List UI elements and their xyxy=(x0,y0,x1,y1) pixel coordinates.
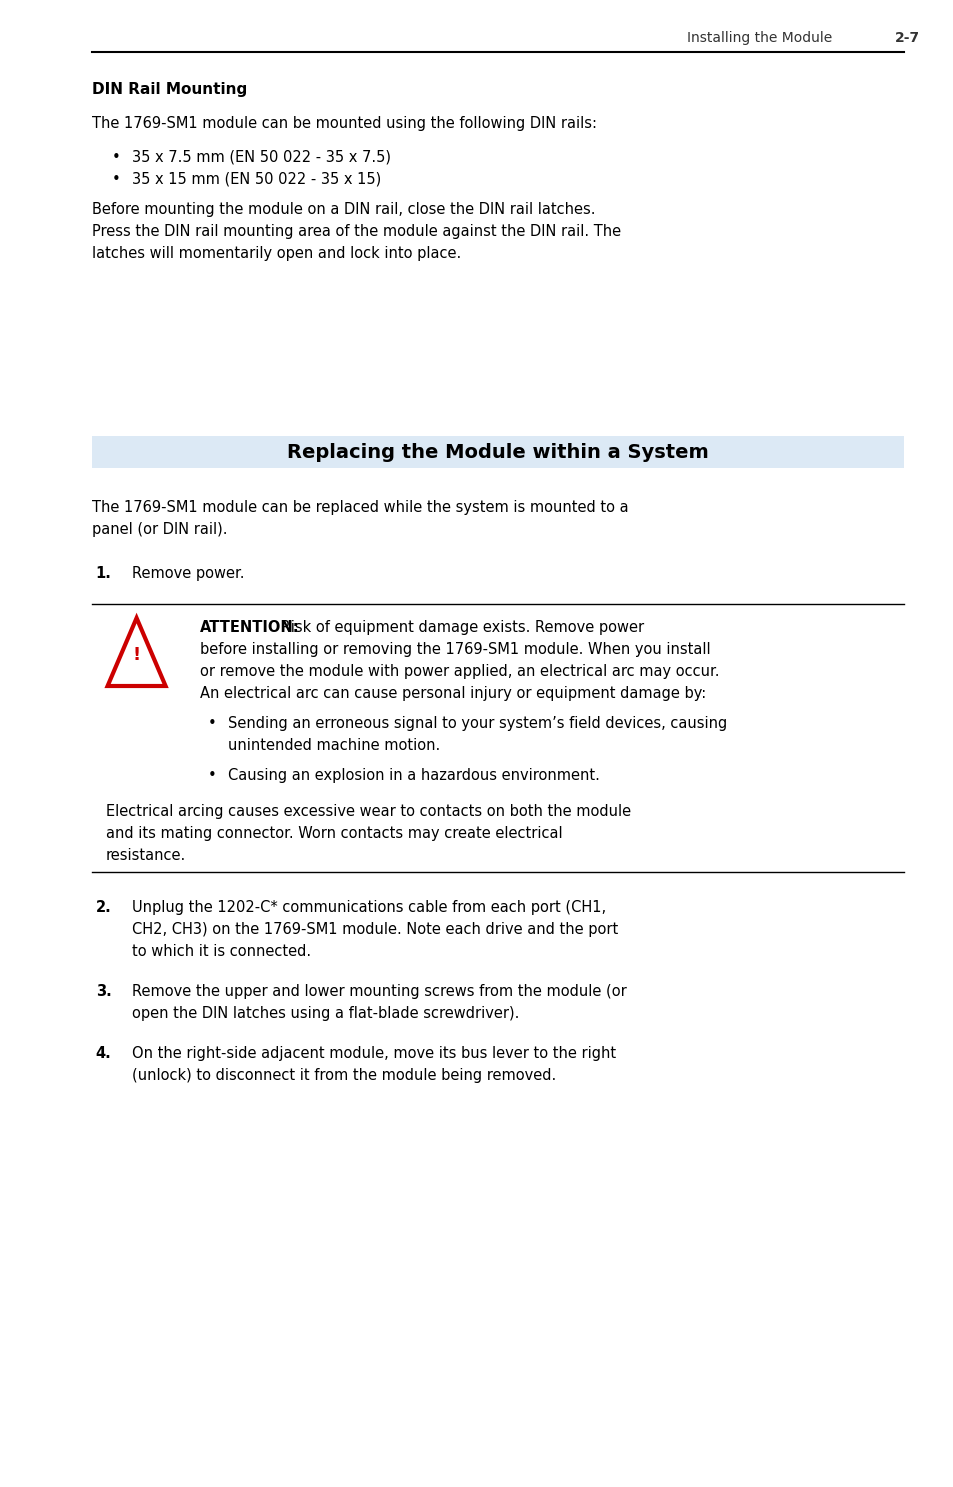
Text: 2-7: 2-7 xyxy=(894,31,919,45)
Text: panel (or DIN rail).: panel (or DIN rail). xyxy=(91,522,227,537)
Text: Installing the Module: Installing the Module xyxy=(686,31,831,45)
Text: (unlock) to disconnect it from the module being removed.: (unlock) to disconnect it from the modul… xyxy=(132,1068,556,1083)
Text: Causing an explosion in a hazardous environment.: Causing an explosion in a hazardous envi… xyxy=(228,767,598,784)
Text: to which it is connected.: to which it is connected. xyxy=(132,944,311,959)
Text: Press the DIN rail mounting area of the module against the DIN rail. The: Press the DIN rail mounting area of the … xyxy=(91,225,620,239)
Text: The 1769-SM1 module can be mounted using the following DIN rails:: The 1769-SM1 module can be mounted using… xyxy=(91,116,596,131)
Text: •: • xyxy=(208,717,216,732)
Text: 4.: 4. xyxy=(95,1045,112,1062)
Text: or remove the module with power applied, an electrical arc may occur.: or remove the module with power applied,… xyxy=(199,665,719,680)
Text: On the right-side adjacent module, move its bus lever to the right: On the right-side adjacent module, move … xyxy=(132,1045,615,1062)
Text: Replacing the Module within a System: Replacing the Module within a System xyxy=(287,443,708,461)
Text: Remove the upper and lower mounting screws from the module (or: Remove the upper and lower mounting scre… xyxy=(132,984,626,999)
Text: Remove power.: Remove power. xyxy=(132,567,244,581)
Text: Unplug the 1202-C* communications cable from each port (CH1,: Unplug the 1202-C* communications cable … xyxy=(132,900,605,915)
Text: open the DIN latches using a flat-blade screwdriver).: open the DIN latches using a flat-blade … xyxy=(132,1007,518,1022)
Text: 35 x 7.5 mm (EN 50 022 - 35 x 7.5): 35 x 7.5 mm (EN 50 022 - 35 x 7.5) xyxy=(132,150,390,165)
Text: resistance.: resistance. xyxy=(106,848,186,862)
Text: •: • xyxy=(112,172,120,187)
Text: ATTENTION:: ATTENTION: xyxy=(199,620,299,635)
Text: latches will momentarily open and lock into place.: latches will momentarily open and lock i… xyxy=(91,245,460,262)
Text: •: • xyxy=(112,150,120,165)
Text: Before mounting the module on a DIN rail, close the DIN rail latches.: Before mounting the module on a DIN rail… xyxy=(91,202,595,217)
Text: Risk of equipment damage exists. Remove power: Risk of equipment damage exists. Remove … xyxy=(275,620,643,635)
Text: DIN Rail Mounting: DIN Rail Mounting xyxy=(91,82,247,97)
Text: An electrical arc can cause personal injury or equipment damage by:: An electrical arc can cause personal inj… xyxy=(199,686,705,700)
Polygon shape xyxy=(108,619,166,686)
FancyBboxPatch shape xyxy=(91,436,903,468)
Text: Sending an erroneous signal to your system’s field devices, causing: Sending an erroneous signal to your syst… xyxy=(228,717,726,732)
Text: •: • xyxy=(208,767,216,784)
Text: The 1769-SM1 module can be replaced while the system is mounted to a: The 1769-SM1 module can be replaced whil… xyxy=(91,500,627,515)
Text: 2.: 2. xyxy=(95,900,112,915)
Text: before installing or removing the 1769-SM1 module. When you install: before installing or removing the 1769-S… xyxy=(199,642,709,657)
Text: Electrical arcing causes excessive wear to contacts on both the module: Electrical arcing causes excessive wear … xyxy=(106,804,630,819)
Text: !: ! xyxy=(132,647,140,665)
Text: 35 x 15 mm (EN 50 022 - 35 x 15): 35 x 15 mm (EN 50 022 - 35 x 15) xyxy=(132,172,380,187)
Text: unintended machine motion.: unintended machine motion. xyxy=(228,738,439,752)
Text: 3.: 3. xyxy=(95,984,112,999)
Text: and its mating connector. Worn contacts may create electrical: and its mating connector. Worn contacts … xyxy=(106,825,561,842)
Text: 1.: 1. xyxy=(95,567,112,581)
Text: CH2, CH3) on the 1769-SM1 module. Note each drive and the port: CH2, CH3) on the 1769-SM1 module. Note e… xyxy=(132,922,618,937)
